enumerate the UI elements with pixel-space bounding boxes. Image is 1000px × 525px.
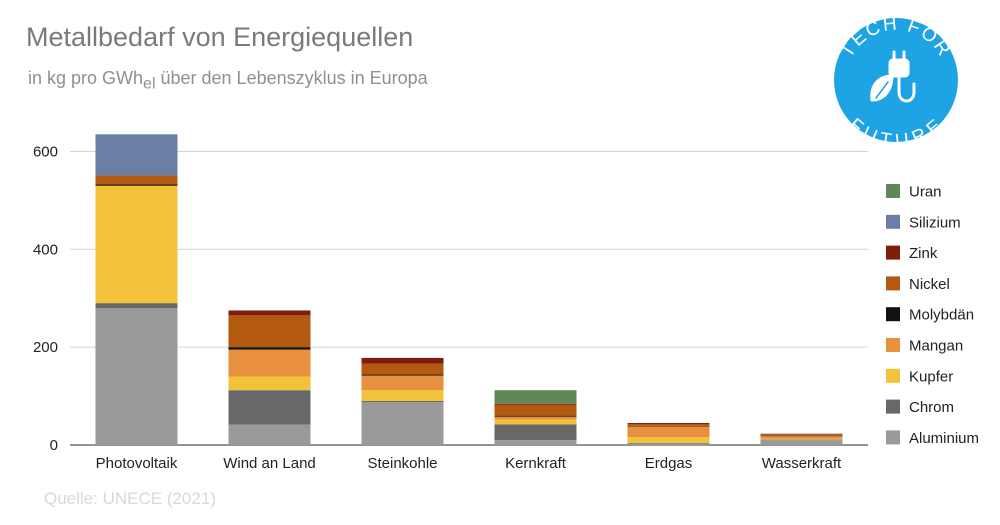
bar-segment-nickel [361, 363, 444, 375]
legend-swatch [886, 307, 900, 322]
bar-segment-aluminium [760, 440, 843, 445]
bar-segment-uran [494, 390, 577, 404]
legend-label: Zink [909, 245, 938, 262]
bar-segment-chrom [494, 424, 577, 441]
y-tick-label: 600 [33, 143, 58, 160]
bar-segment-molybdän [95, 184, 178, 186]
legend-label: Molybdän [909, 307, 974, 324]
legend-label: Aluminium [909, 430, 979, 447]
subtitle-main: in kg pro GWh [28, 68, 144, 88]
bar-segment-chrom [361, 400, 444, 402]
subtitle-rest: über den Lebenszyklus in Europa [155, 68, 428, 88]
y-tick-label: 200 [33, 339, 58, 356]
bar-segment-kupfer [95, 185, 178, 304]
legend-swatch [886, 338, 900, 352]
legend: Uran Silizium Zink Nickel Molybdän Mangan Kupf… [886, 184, 979, 447]
bar-segment-aluminium [228, 424, 311, 445]
x-tick-label: Wind an Land [223, 455, 316, 472]
chart-subtitle: in kg pro GWhel über den Lebenszyklus in… [28, 68, 428, 94]
legend-label: Silizium [909, 214, 961, 231]
y-tick-label: 0 [50, 437, 58, 454]
legend-swatch [886, 430, 900, 445]
chart-title: Metallbedarf von Energiequellen [26, 22, 414, 52]
bar-segment-molybdän [494, 415, 577, 417]
legend-swatch [886, 214, 900, 229]
x-tick-label: Erdgas [645, 455, 693, 472]
tech-for-future-logo: TECH FOR FUTURE [834, 14, 958, 152]
legend-label: Uran [909, 184, 942, 201]
bar-segment-mangan [627, 426, 710, 438]
source-note: Quelle: UNECE (2021) [44, 489, 216, 508]
bar-segment-nickel [627, 423, 710, 426]
bar-segment-kupfer [494, 419, 577, 425]
subtitle-subscript: el [143, 75, 156, 93]
y-tick-label: 400 [33, 241, 58, 258]
bar-segment-mangan [228, 349, 311, 377]
bar-segment-chrom [228, 390, 311, 425]
axis-layer: 0 200 400 600 Photovoltaik Wind an Land Steink… [33, 143, 842, 472]
legend-swatch [886, 276, 900, 291]
legend-swatch [886, 368, 900, 383]
bar-segment-kupfer [760, 438, 843, 440]
grid-layer [70, 150, 868, 446]
bar-segment-nickel [760, 434, 843, 436]
bar-segment-aluminium [361, 401, 444, 445]
bar-layer [95, 134, 843, 445]
bar-segment-nickel [228, 315, 311, 348]
bar-segment-zink [228, 310, 311, 316]
x-tick-label: Wasserkraft [762, 455, 842, 472]
bar-segment-nickel [494, 404, 577, 416]
x-tick-label: Photovoltaik [96, 455, 178, 472]
bar-segment-chrom [95, 303, 178, 309]
legend-label: Mangan [909, 338, 963, 355]
bar-segment-nickel [95, 175, 178, 185]
legend-label: Chrom [909, 399, 954, 416]
plug-leaf-icon [870, 50, 916, 103]
bar-segment-zink [494, 403, 577, 405]
bar-segment-aluminium [627, 443, 710, 445]
bar-segment-aluminium [95, 308, 178, 445]
bar-segment-zink [627, 422, 710, 424]
bar-segment-kupfer [228, 376, 311, 391]
bar-segment-kupfer [361, 390, 444, 401]
x-tick-label: Steinkohle [367, 455, 437, 472]
legend-label: Kupfer [909, 368, 953, 385]
bar-segment-aluminium [494, 440, 577, 445]
legend-swatch [886, 245, 900, 260]
bar-segment-molybdän [361, 374, 444, 376]
legend-swatch [886, 399, 900, 414]
bar-segment-mangan [361, 375, 444, 391]
bar-segment-mangan [494, 416, 577, 420]
bar-segment-silizium [95, 134, 178, 176]
bar-segment-zink [361, 357, 444, 364]
bar-segment-mangan [760, 436, 843, 439]
bar-segment-kupfer [627, 437, 710, 444]
x-tick-label: Kernkraft [505, 455, 567, 472]
legend-label: Nickel [909, 276, 950, 293]
legend-swatch [886, 184, 900, 198]
bar-segment-molybdän [228, 347, 311, 350]
logo-circle [834, 18, 958, 142]
